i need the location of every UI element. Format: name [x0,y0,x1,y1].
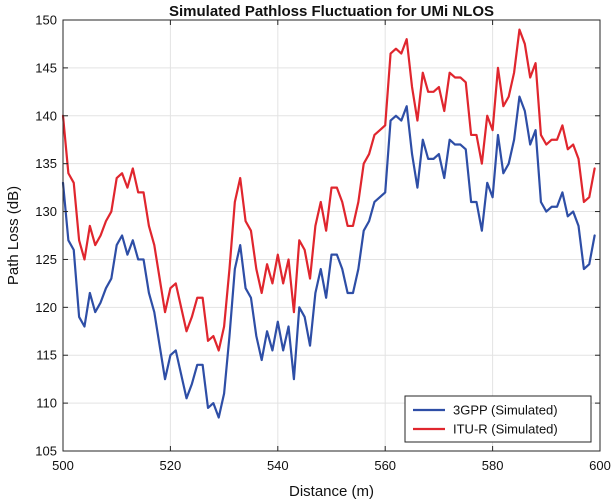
y-tick-label: 110 [36,396,57,411]
y-tick-label: 130 [35,204,57,219]
y-tick-label: 115 [36,348,57,363]
legend-label-1: ITU-R (Simulated) [453,422,558,437]
x-tick-label: 540 [267,458,289,473]
y-tick-label: 150 [35,13,57,28]
y-axis-label: Path Loss (dB) [5,186,22,285]
plot-area-frame [62,19,601,452]
legend: 3GPP (Simulated) ITU-R (Simulated) [404,395,592,443]
x-tick-label: 560 [374,458,396,473]
y-tick-label: 135 [35,156,57,171]
y-tick-label: 145 [35,60,57,75]
x-tick-label: 600 [589,458,611,473]
series-layer [61,28,596,419]
axis-ticks: 500 520 540 560 580 600 105 110 115 120 125 130 135 1… [35,13,611,474]
series-line-0 [61,95,596,419]
x-tick-label: 580 [482,458,504,473]
x-tick-label: 520 [160,458,182,473]
series-line-1 [61,28,596,352]
legend-label-0: 3GPP (Simulated) [453,403,558,418]
x-axis-label: Distance (m) [289,483,374,500]
y-tick-label: 120 [35,300,57,315]
y-tick-label: 105 [35,444,57,459]
y-tick-label: 125 [35,252,57,267]
x-tick-label: 500 [52,458,74,473]
legend-box [404,395,592,443]
grid [62,19,601,452]
y-tick-label: 140 [35,108,57,123]
chart-title: Simulated Pathloss Fluctuation for UMi N… [169,3,494,20]
